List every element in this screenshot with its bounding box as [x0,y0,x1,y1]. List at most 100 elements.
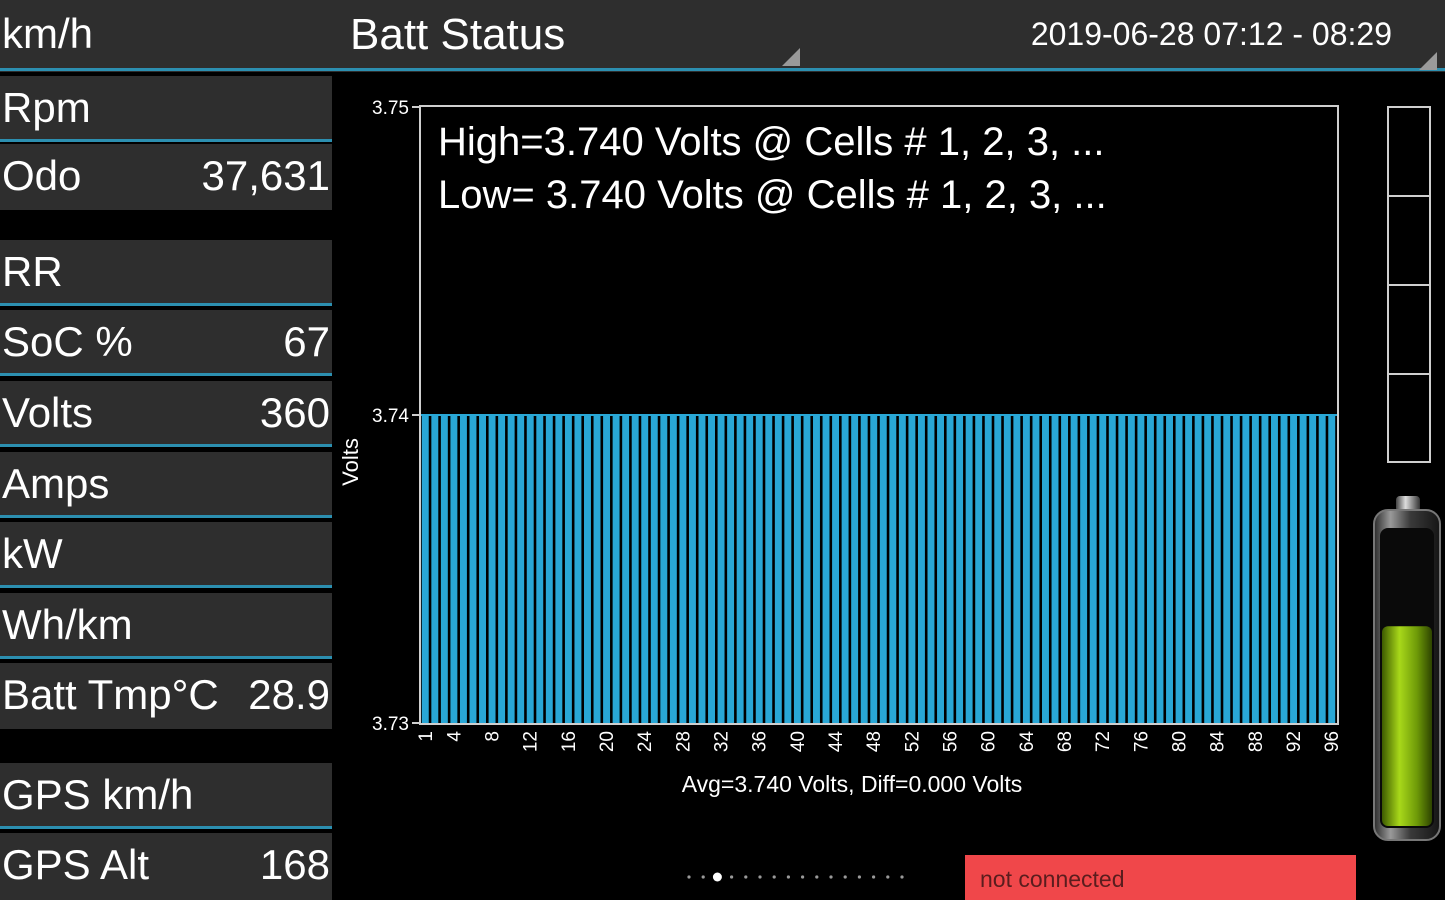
x-tick-label: 44 [826,731,847,753]
cell-bar [555,415,563,723]
panel-label: SoC % [2,318,133,365]
panel-divider [0,139,332,142]
cell-bar [765,415,773,723]
x-tick-label: 24 [635,731,656,753]
cell-bar [507,415,515,723]
panel-volts: Volts 360 [0,381,332,447]
cell-bar [860,415,868,723]
panel-rpm: Rpm [0,76,332,142]
x-tick-label: 72 [1093,731,1114,752]
date-dropdown-icon[interactable] [1419,52,1437,70]
cell-bar [1099,415,1107,723]
cell-bar [1108,415,1116,723]
panel-value: 168 [259,841,330,888]
panel-label: Rpm [2,84,91,131]
cell-bar [450,415,458,723]
panel-soc: SoC % 67 [0,310,332,376]
chart-summary: Avg=3.740 Volts, Diff=0.000 Volts [682,771,1023,797]
cell-bar [870,415,878,723]
cell-bar [431,415,439,723]
panel-value: 28.9 [248,671,330,718]
title-dropdown-icon[interactable] [782,48,800,66]
cell-bar [746,415,754,723]
cell-bar [1213,415,1221,723]
cell-bar [1309,415,1317,723]
panel-label: kW [2,530,63,577]
page-dot [687,875,691,879]
cell-bar [440,415,448,723]
panel-kw: kW [0,522,332,588]
panel-label: GPS km/h [2,771,194,818]
cell-bar [669,415,677,723]
y-tick-label: 3.75 [372,98,409,119]
cell-bar [803,415,811,723]
cell-bar [469,415,477,723]
cell-bar [755,415,763,723]
top-bar [0,0,1445,72]
cell-bar [479,415,486,723]
y-ticks-group: 3.75 3.74 3.73 [372,98,421,735]
panel-label: Volts [2,389,94,436]
cell-bar [1242,415,1250,723]
connection-status: not connected [980,866,1125,892]
cell-bar [517,415,525,723]
x-tick-label: 28 [673,731,694,752]
cell-bar [1127,415,1135,723]
cell-bar [917,415,925,723]
cell-bar [908,415,916,723]
cell-bar [1156,415,1164,723]
x-tick-label: 88 [1246,731,1267,752]
cell-bar [1003,415,1011,723]
page-dot [886,875,890,879]
x-tick-label: 96 [1322,731,1343,752]
cell-bar [774,415,782,723]
y-tick-label: 3.74 [372,406,409,427]
panel-value: 67 [283,318,330,365]
battery-icon [1373,496,1441,841]
cell-bar [975,415,983,723]
cell-bar [1089,415,1097,723]
page-indicator[interactable] [686,868,916,886]
x-tick-label: 40 [788,731,809,752]
cell-bar [564,415,572,723]
cell-bar [1118,415,1126,723]
x-tick-label: 16 [559,731,580,752]
cell-bar [498,415,506,723]
panel-divider [0,515,332,518]
cell-bar [1070,415,1078,723]
cell-bar [612,415,620,723]
x-tick-label: 32 [712,731,733,752]
x-tick-label: 8 [483,731,504,742]
cell-bar [1051,415,1059,723]
cell-bar [698,415,706,723]
x-tick-label: 52 [902,731,923,752]
connection-status-box[interactable]: not connected [965,855,1356,900]
cell-bar [593,415,601,723]
panel-wh-km: Wh/km [0,593,332,659]
cell-bar [603,415,611,723]
cell-bar [1146,415,1154,723]
cell-bar [1194,415,1202,723]
cell-bar [459,415,467,723]
cell-bar [1166,415,1173,723]
x-ticks-group: 1 4 8 12 16 20 24 28 32 36 40 44 48 52 56 60 64 68 72 76 80 8… [416,731,1343,753]
page-dot [900,875,904,879]
panel-gps-alt: GPS Alt 168 [0,833,332,900]
panel-divider [0,656,332,659]
date-range[interactable]: 2019-06-28 07:12 - 08:29 [1030,16,1392,52]
cell-bar [956,415,964,723]
bars-group [421,414,1337,723]
cell-bar [526,415,534,723]
cell-bar [1185,415,1193,723]
cell-bar [822,415,830,723]
cell-bar [841,415,849,723]
page-title[interactable]: Batt Status [350,10,566,59]
page-dot [772,875,776,879]
cell-bar [708,415,715,723]
x-tick-label: 68 [1055,731,1076,752]
cell-bar [736,415,744,723]
page-dots [687,872,904,882]
x-tick-label: 36 [750,731,771,752]
cell-bar [688,415,696,723]
panel-label: Wh/km [2,601,133,648]
